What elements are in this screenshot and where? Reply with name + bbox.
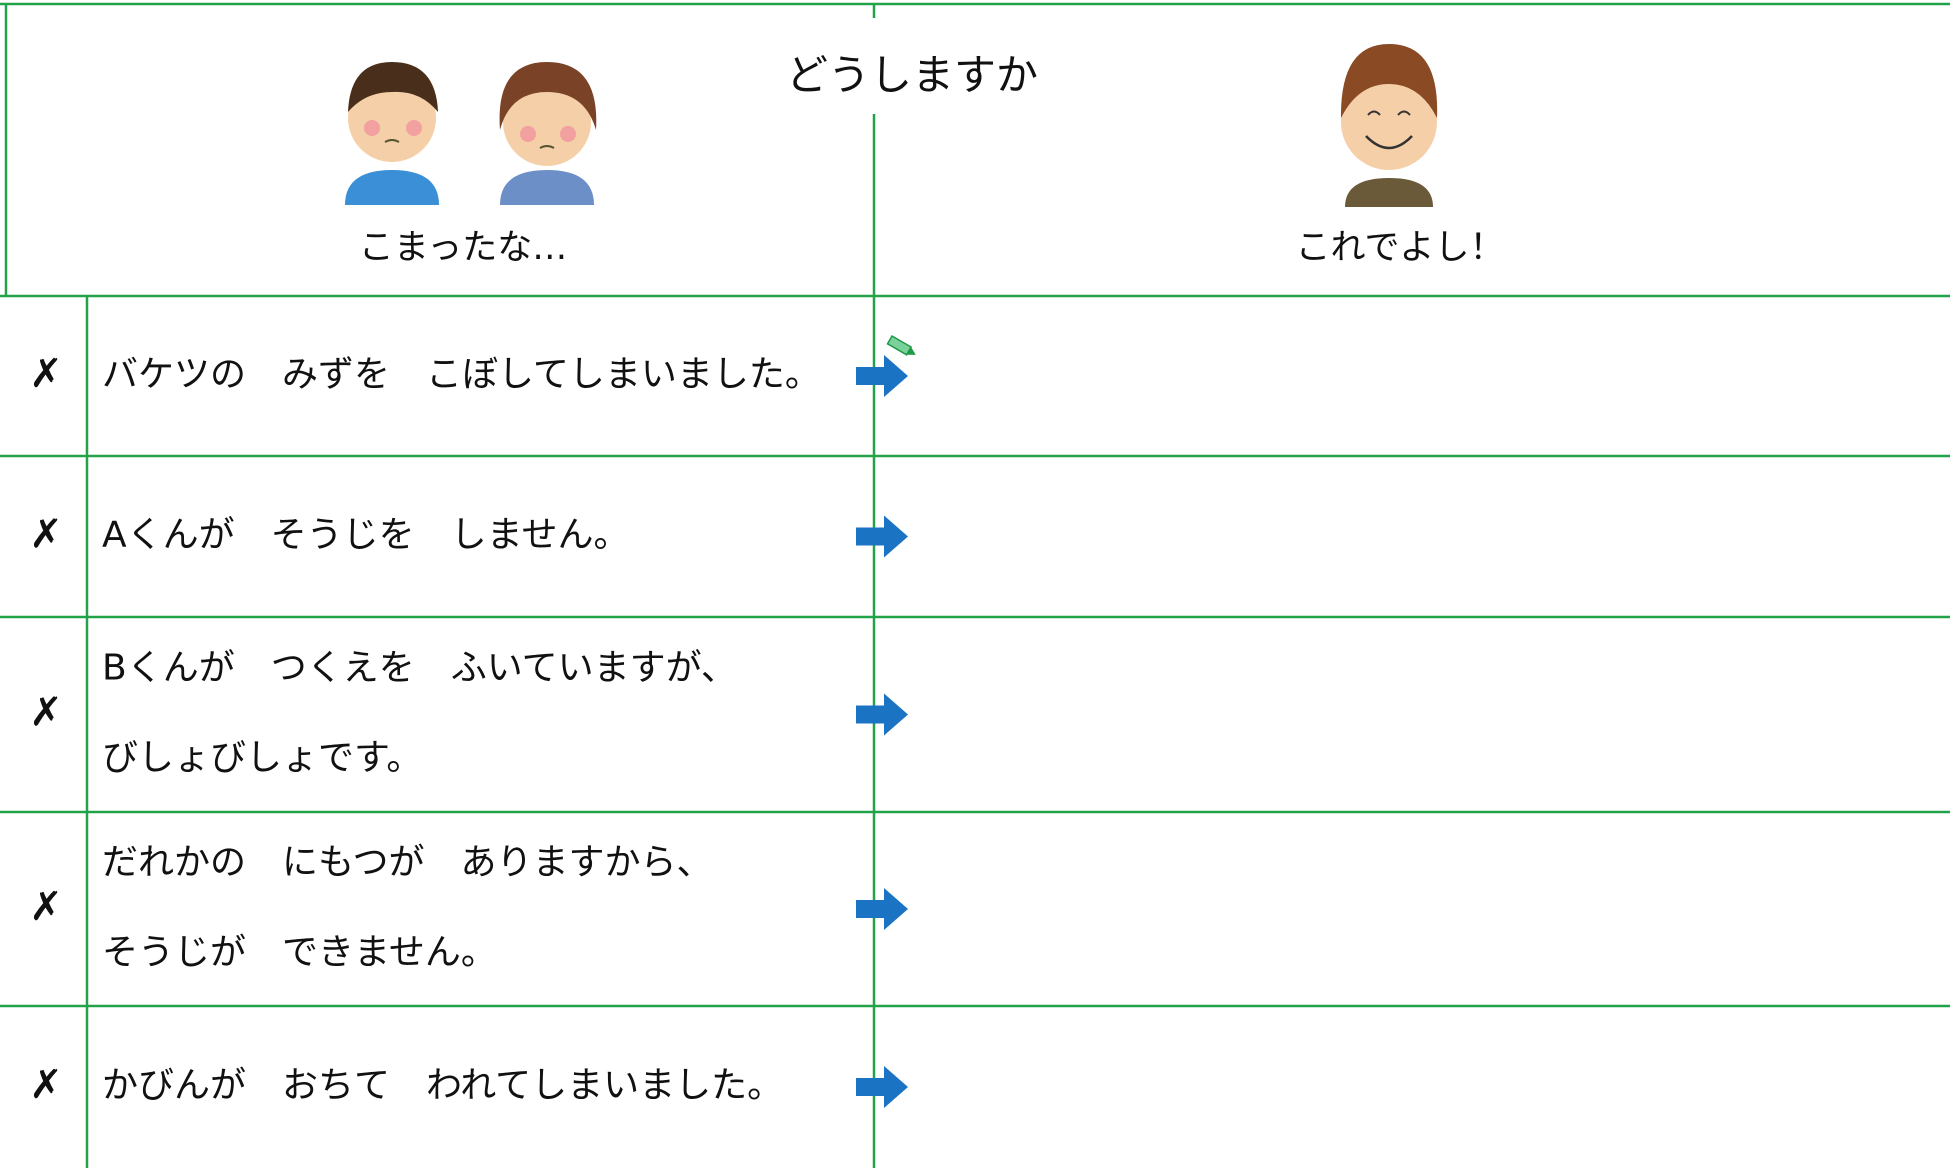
cross-mark: ✗: [29, 512, 63, 558]
happy-boy: [1340, 44, 1438, 207]
cross-mark: ✗: [29, 1062, 63, 1108]
problem-text: Bくんが つくえを ふいていますが、: [102, 648, 737, 689]
annoyed-girl: [499, 62, 597, 205]
cross-mark: ✗: [29, 690, 63, 736]
arrow: [856, 515, 908, 558]
problem-text: バケツの みずを こぼしてしまいました。: [102, 354, 821, 395]
pencil-icon: [886, 334, 916, 356]
problem-text: そうじが できません。: [102, 932, 497, 973]
arrow: [856, 355, 908, 397]
title: どうしますか: [786, 51, 1038, 100]
problem-text: Aくんが そうじを しません。: [102, 515, 630, 556]
problem-text: かびんが おちて われてしまいました。: [102, 1065, 783, 1106]
right-label: これでよし！: [1296, 228, 1505, 268]
cross-mark: ✗: [29, 351, 63, 397]
arrow: [856, 888, 908, 930]
problem-text: びしょびしょです。: [102, 738, 422, 779]
problem-text: だれかの にもつが ありますから、: [102, 842, 713, 883]
left-label: こまったな…: [359, 228, 568, 268]
arrow: [856, 1066, 908, 1108]
arrow: [856, 693, 908, 736]
troubled-boy: [345, 62, 439, 205]
cross-mark: ✗: [29, 884, 63, 930]
